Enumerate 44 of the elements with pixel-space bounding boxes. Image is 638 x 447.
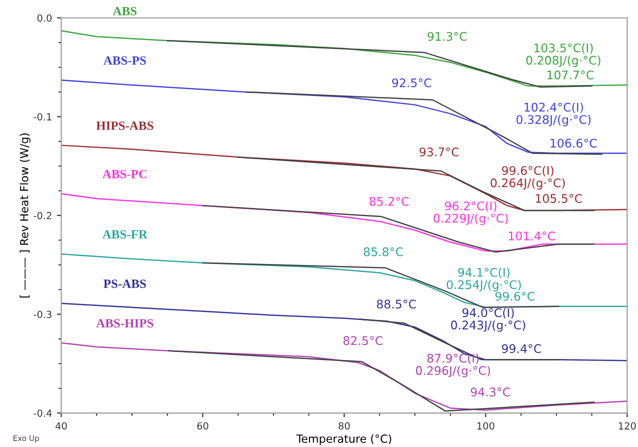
annotation: 93.7°C <box>420 147 459 156</box>
x-tick-label: 60 <box>197 422 208 430</box>
annotation: 94.1°C(I) 0.254J/(g·°C) <box>446 268 521 292</box>
line-series <box>246 91 602 155</box>
annotation: 94.0°C(I) 0.243J/(g·°C) <box>451 308 526 332</box>
series-label: HIPS-ABS <box>96 122 154 130</box>
line-series <box>202 262 560 308</box>
annotation: 96.2°C(I) 0.229J/(g·°C) <box>434 201 508 225</box>
annotation: 106.6°C <box>550 138 597 148</box>
annotation: 94.3°C <box>470 388 510 396</box>
series-label: PS-ABS <box>104 280 146 288</box>
series-label: ABS-PS <box>104 56 146 65</box>
series-label: ABS-PC <box>102 170 147 178</box>
y-tick-label: 0.0 <box>37 14 52 22</box>
annotation: 105.5°C <box>536 194 582 203</box>
x-tick-label: 120 <box>618 422 636 430</box>
annotation: 88.5°C <box>376 300 416 309</box>
y-tick-label: -0.4 <box>34 410 52 417</box>
annotation: 91.3°C <box>428 32 467 41</box>
annotation: 92.5°C <box>392 78 432 88</box>
series-label: ABS <box>112 6 137 16</box>
annotation: 87.9°C(I) 0.296J/(g·°C) <box>416 354 490 378</box>
annotation: 99.6°C <box>495 292 534 301</box>
x-tick-label: 80 <box>338 422 350 430</box>
line-series <box>61 30 628 87</box>
y-tick-label: -0.2 <box>34 212 52 220</box>
x-axis-title: Temperature (°C) <box>296 434 392 445</box>
x-tick-label: 40 <box>56 422 67 430</box>
annotation: 85.8°C <box>364 247 403 256</box>
y-tick-label: -0.3 <box>34 310 52 318</box>
y-tick-label: -0.1 <box>34 113 52 120</box>
annotation: 103.5°C(I) 0.208J/(g·°C) <box>526 43 600 67</box>
annotation: 101.4°C <box>508 232 555 240</box>
x-tick-label: 100 <box>477 422 494 430</box>
annotation: 82.5°C <box>343 336 382 346</box>
annotation: 99.6°C(I) 0.264J/(g·°C) <box>490 166 565 190</box>
annotation: 107.7°C <box>547 70 594 80</box>
series-label: ABS-FR <box>102 230 148 239</box>
line-series <box>237 156 595 212</box>
series-label: ABS-HIPS <box>96 319 154 328</box>
annotation: 99.4°C <box>502 344 542 354</box>
annotation: 85.2°C <box>370 196 409 206</box>
annotation: 102.4°C(I) 0.328J/(g·°C) <box>516 102 591 126</box>
y-axis-title: [ ——— ] Rev Heat Flow (W/g) <box>20 133 30 298</box>
